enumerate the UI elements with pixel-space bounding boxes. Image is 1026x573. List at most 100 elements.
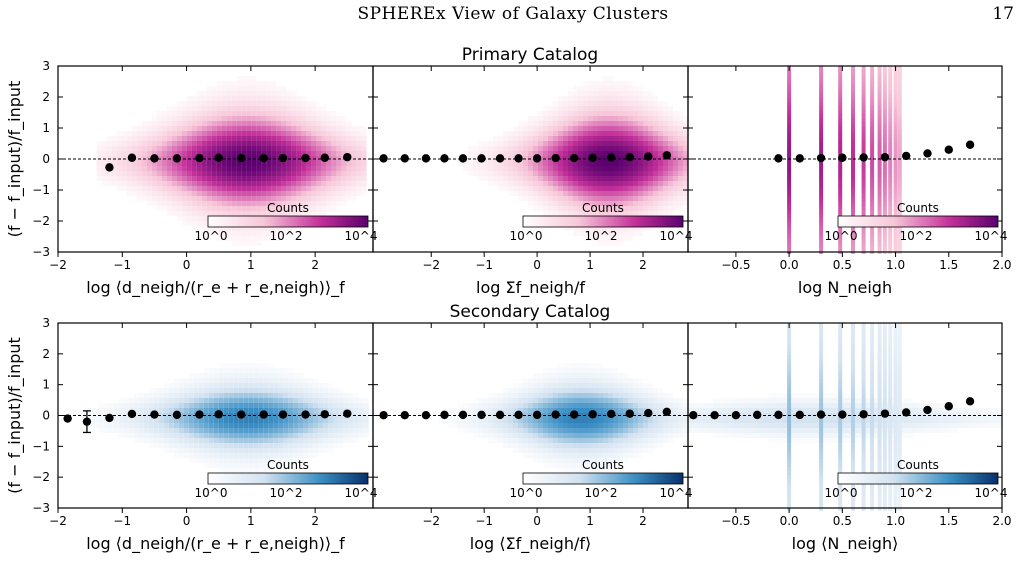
stripe-cell xyxy=(882,186,887,190)
density-cell xyxy=(473,408,478,413)
density-cell xyxy=(316,121,322,126)
density-cell xyxy=(533,378,538,383)
density-cell xyxy=(181,191,187,196)
density-cell xyxy=(171,116,177,121)
density-cell xyxy=(218,408,224,413)
density-cell xyxy=(286,196,292,201)
density-cell xyxy=(161,171,167,176)
density-cell xyxy=(298,403,304,408)
density-cell xyxy=(563,126,568,131)
density-cell xyxy=(238,443,244,448)
density-cell xyxy=(241,226,247,231)
density-cell xyxy=(978,423,983,428)
density-cell xyxy=(251,96,257,101)
density-cell xyxy=(246,106,252,111)
density-cell xyxy=(678,186,683,191)
density-cell xyxy=(638,141,643,146)
density-cell xyxy=(348,428,354,433)
stripe-cell xyxy=(851,162,855,166)
density-cell xyxy=(98,418,104,423)
density-cell xyxy=(153,408,159,413)
density-cell xyxy=(303,423,309,428)
stripe-cell xyxy=(851,459,855,463)
density-cell xyxy=(181,161,187,166)
stripe-cell xyxy=(787,182,792,186)
density-cell xyxy=(568,468,573,473)
stripe-cell xyxy=(787,367,792,371)
density-cell xyxy=(266,211,272,216)
density-cell xyxy=(298,418,304,423)
density-cell xyxy=(253,363,259,368)
density-cell xyxy=(848,423,853,428)
density-cell xyxy=(638,448,643,453)
density-cell xyxy=(603,141,608,146)
density-cell xyxy=(488,176,493,181)
density-cell xyxy=(628,383,633,388)
density-cell xyxy=(573,101,578,106)
density-cell xyxy=(653,201,658,206)
density-cell xyxy=(241,86,247,91)
density-cell xyxy=(346,131,352,136)
stripe-cell xyxy=(851,226,855,230)
density-cell xyxy=(316,211,322,216)
density-cell xyxy=(603,236,608,241)
density-cell xyxy=(858,418,863,423)
density-cell xyxy=(558,378,563,383)
density-cell xyxy=(296,211,302,216)
density-cell xyxy=(578,181,583,186)
density-cell xyxy=(823,438,828,443)
density-cell xyxy=(311,146,317,151)
density-cell xyxy=(216,151,222,156)
density-cell xyxy=(648,211,653,216)
stripe-cell xyxy=(893,70,898,74)
density-cell xyxy=(508,166,513,171)
density-cell xyxy=(613,453,618,458)
density-cell xyxy=(683,191,688,196)
density-cell xyxy=(843,433,848,438)
stripe-cell xyxy=(838,70,843,74)
stripe-cell xyxy=(861,98,866,102)
density-cell xyxy=(523,423,528,428)
density-cell xyxy=(196,116,202,121)
density-cell xyxy=(251,126,257,131)
density-cell xyxy=(151,121,157,126)
density-cell xyxy=(518,161,523,166)
density-cell xyxy=(266,161,272,166)
stripe-cell xyxy=(838,202,843,206)
density-cell xyxy=(161,176,167,181)
stripe-cell xyxy=(882,246,887,250)
density-cell xyxy=(648,191,653,196)
density-cell xyxy=(573,206,578,211)
density-cell xyxy=(338,403,344,408)
density-cell xyxy=(608,101,613,106)
density-cell xyxy=(333,423,339,428)
density-cell xyxy=(533,418,538,423)
density-cell xyxy=(216,121,222,126)
density-cell xyxy=(803,428,808,433)
stripe-cell xyxy=(819,90,824,94)
density-cell xyxy=(533,161,538,166)
density-cell xyxy=(206,171,212,176)
density-cell xyxy=(513,141,518,146)
density-cell xyxy=(943,423,948,428)
density-cell xyxy=(533,176,538,181)
density-cell xyxy=(346,171,352,176)
density-cell xyxy=(628,443,633,448)
density-cell xyxy=(548,423,553,428)
density-cell xyxy=(216,81,222,86)
density-cell xyxy=(171,166,177,171)
stripe-cell xyxy=(870,226,875,230)
density-cell xyxy=(353,393,359,398)
stripe-cell xyxy=(870,242,875,246)
density-cell xyxy=(228,458,234,463)
density-cell xyxy=(261,231,267,236)
stripe-cell xyxy=(787,383,792,387)
density-cell xyxy=(351,151,357,156)
density-cell xyxy=(248,378,254,383)
density-cell xyxy=(758,398,763,403)
density-cell xyxy=(583,181,588,186)
stripe-cell xyxy=(787,363,792,367)
density-cell xyxy=(338,423,344,428)
density-cell xyxy=(563,363,568,368)
density-cell xyxy=(548,166,553,171)
